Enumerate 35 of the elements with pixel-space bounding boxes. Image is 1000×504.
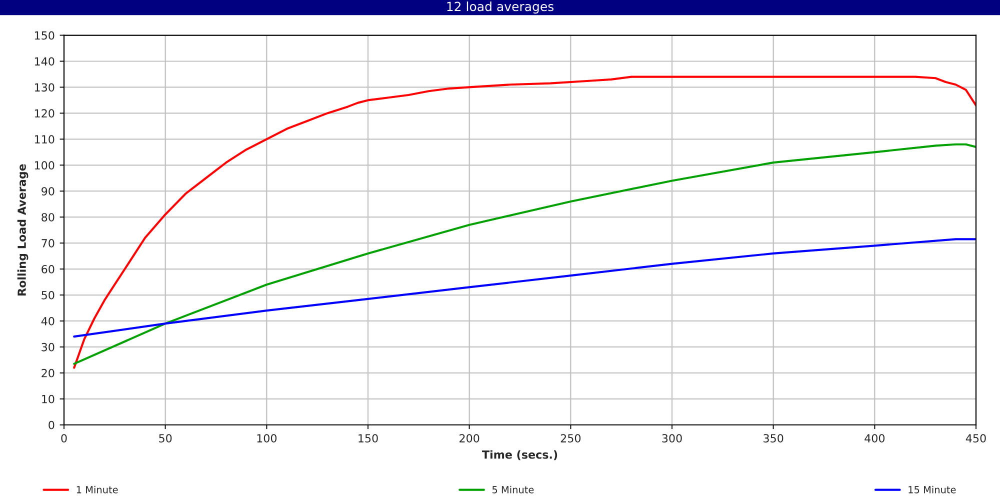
y-tick-label: 150 (34, 31, 54, 40)
legend-label: 5 Minute (492, 486, 534, 494)
y-tick-label: 90 (42, 187, 54, 196)
y-tick-label: 70 (42, 239, 54, 248)
y-axis-title: Rolling Load Average (17, 164, 28, 296)
x-tick-label: 50 (159, 434, 172, 442)
y-tick-label: 50 (42, 290, 54, 300)
y-tick-label: 110 (34, 135, 54, 144)
legend-label: 1 Minute (76, 486, 118, 494)
y-tick-label: 130 (34, 83, 54, 92)
y-tick-label: 30 (42, 342, 54, 352)
x-tick-label: 100 (257, 434, 277, 442)
y-tick-label: 60 (42, 265, 54, 274)
x-tick-label: 150 (358, 434, 378, 442)
legend-label: 15 Minute (908, 486, 956, 494)
y-tick-label: 40 (41, 316, 54, 326)
x-axis-title: Time (secs.) (482, 450, 558, 460)
x-tick-label: 450 (966, 434, 986, 442)
x-tick-label: 400 (864, 434, 885, 442)
y-tick-label: 120 (34, 109, 54, 118)
line-series (73, 76, 976, 369)
y-tick-label: 100 (34, 161, 54, 170)
x-tick-label: 250 (560, 434, 581, 442)
y-tick-label: 140 (34, 57, 54, 66)
line-series (73, 238, 976, 338)
y-tick-label: 0 (48, 420, 54, 430)
y-tick-label: 80 (42, 213, 54, 222)
chart-title: 12 load averages (447, 2, 554, 14)
line-series (73, 143, 976, 365)
x-tick-label: 0 (61, 434, 67, 442)
x-tick-label: 300 (662, 434, 682, 442)
y-tick-label: 20 (42, 368, 54, 378)
x-tick-label: 200 (460, 434, 480, 442)
y-tick-label: 10 (42, 394, 54, 404)
x-tick-label: 350 (764, 434, 784, 442)
